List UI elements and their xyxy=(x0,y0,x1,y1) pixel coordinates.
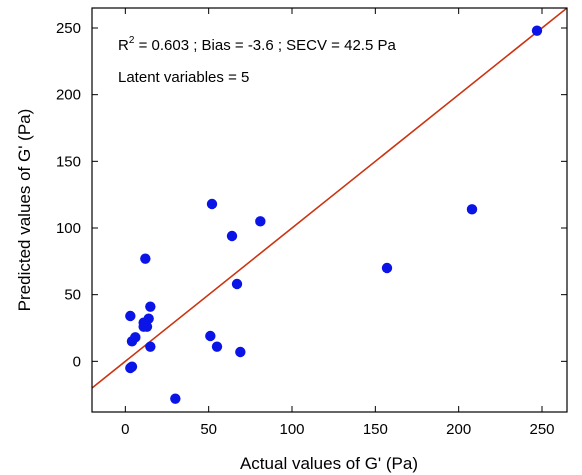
data-point xyxy=(466,204,478,215)
regression-line xyxy=(92,8,567,389)
identity-line xyxy=(92,8,567,389)
x-tick-label: 150 xyxy=(363,421,388,438)
plot-frame xyxy=(91,7,568,413)
data-point xyxy=(235,346,246,358)
data-point xyxy=(211,341,223,352)
stats-text: = 0.603 ; Bias = -3.6 ; SECV = 42.5 Pa xyxy=(134,37,396,54)
x-axis-ticks: 0 50 100 150 200 250 xyxy=(121,8,555,438)
data-point xyxy=(125,310,136,322)
y-tick-label: 150 xyxy=(56,153,81,170)
y-tick-label: 50 xyxy=(64,287,81,304)
x-tick-label: 100 xyxy=(279,421,304,438)
y-tick-label: 200 xyxy=(56,87,81,104)
r2-label: R xyxy=(118,37,129,54)
data-point xyxy=(531,25,543,36)
data-point xyxy=(145,341,156,352)
x-axis-title: Actual values of G' (Pa) xyxy=(240,454,418,473)
data-point xyxy=(140,253,151,264)
data-points xyxy=(125,25,543,404)
data-point xyxy=(145,301,156,312)
stats-annotation: R2 = 0.603 ; Bias = -3.6 ; SECV = 42.5 P… xyxy=(118,35,396,54)
x-tick-label: 200 xyxy=(446,421,471,438)
x-tick-label: 50 xyxy=(200,421,217,438)
y-tick-label: 100 xyxy=(56,220,81,237)
data-point xyxy=(138,321,149,332)
data-point xyxy=(381,262,393,274)
data-point xyxy=(125,362,136,374)
data-point xyxy=(255,216,266,227)
y-axis-title: Predicted values of G' (Pa) xyxy=(15,109,34,312)
y-tick-label: 250 xyxy=(56,20,81,37)
data-point xyxy=(226,230,238,242)
data-point xyxy=(126,336,138,347)
data-point xyxy=(206,198,218,210)
latent-variables-annotation: Latent variables = 5 xyxy=(118,69,249,86)
data-point xyxy=(205,330,216,342)
x-tick-label: 250 xyxy=(529,421,554,438)
data-point xyxy=(170,393,181,404)
data-point xyxy=(231,278,243,290)
x-tick-label: 0 xyxy=(121,421,129,438)
y-tick-label: 0 xyxy=(73,353,81,370)
r2-superscript: 2 xyxy=(129,35,135,46)
y-axis-ticks: 0 50 100 150 200 250 xyxy=(56,20,567,370)
